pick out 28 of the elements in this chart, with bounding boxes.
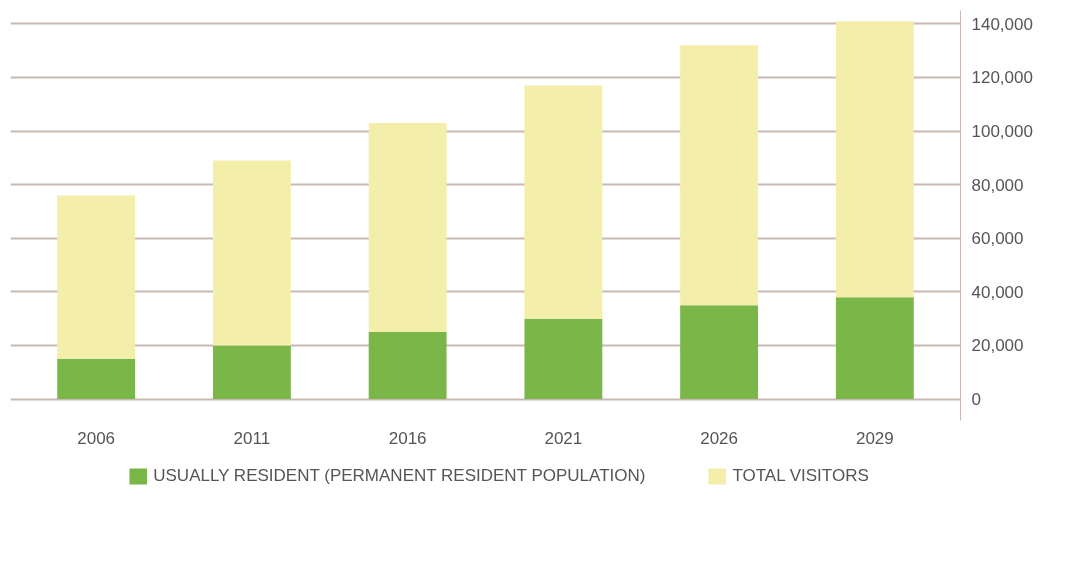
x-tick-label: 2006 — [77, 428, 116, 448]
bar — [212, 160, 291, 346]
bar — [57, 358, 136, 400]
y-tick-label: 80,000 — [971, 175, 1024, 195]
bar — [524, 318, 603, 400]
bar — [57, 195, 136, 359]
y-tick-label: 0 — [971, 390, 981, 410]
bar — [835, 297, 914, 400]
legend-label: USUALLY RESIDENT (PERMANENT RESIDENT POPULATION) — [153, 466, 646, 486]
bar — [368, 332, 447, 400]
legend-label: TOTAL VISITORS — [732, 466, 869, 486]
x-tick-label: 2026 — [700, 428, 739, 448]
y-tick-label: 140,000 — [971, 14, 1033, 34]
bar — [368, 123, 447, 333]
x-tick-label: 2016 — [388, 428, 427, 448]
x-tick-label: 2011 — [233, 428, 271, 448]
bar — [680, 45, 759, 306]
bar — [835, 21, 914, 298]
x-tick-label: 2021 — [544, 428, 583, 448]
x-tick-label: 2029 — [855, 428, 894, 448]
bar — [212, 345, 291, 400]
bar — [680, 305, 759, 400]
y-tick-label: 120,000 — [971, 68, 1033, 88]
y-tick-label: 100,000 — [971, 122, 1033, 142]
y-tick-label: 40,000 — [971, 282, 1024, 302]
y-tick-label: 20,000 — [971, 336, 1024, 356]
y-tick-label: 60,000 — [971, 229, 1024, 249]
bar — [524, 85, 603, 319]
